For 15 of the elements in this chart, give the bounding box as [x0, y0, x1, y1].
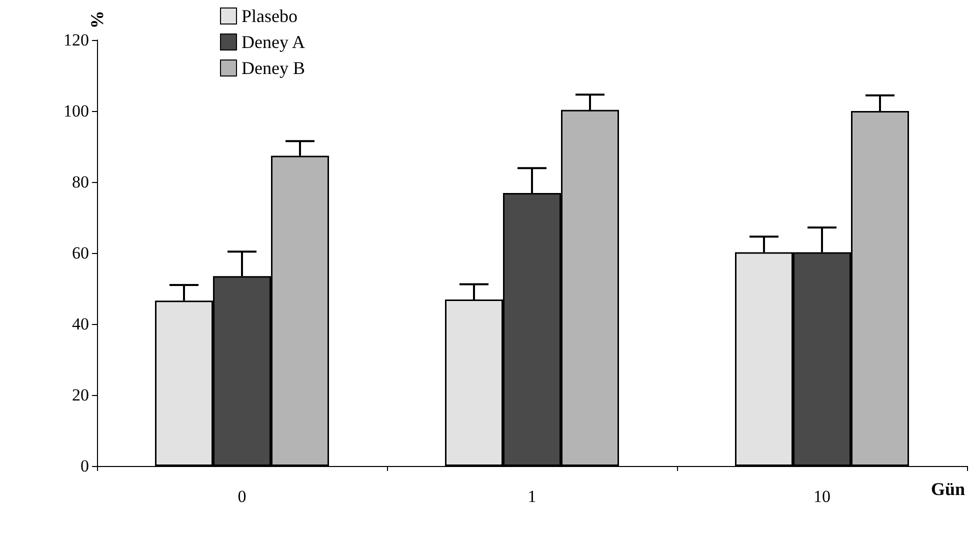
y-tick-label: 120 [64, 30, 89, 50]
y-tick-label: 20 [72, 386, 89, 404]
x-tick-label: 0 [238, 487, 246, 506]
legend-label: Deney A [242, 32, 305, 52]
x-axis-title: Gün [930, 479, 966, 499]
y-tick-label: 0 [80, 456, 89, 476]
x-tick-label: 1 [528, 487, 536, 506]
y-tick-label: 100 [64, 102, 89, 120]
y-axis-title: % [87, 10, 107, 29]
legend-label: Plasebo [242, 6, 298, 26]
y-tick-label: 60 [72, 244, 89, 262]
y-tick-label: 80 [72, 172, 89, 192]
x-tick-label: 10 [814, 487, 830, 506]
legend-label: Deney B [242, 58, 305, 78]
y-tick-label: 40 [72, 314, 89, 334]
